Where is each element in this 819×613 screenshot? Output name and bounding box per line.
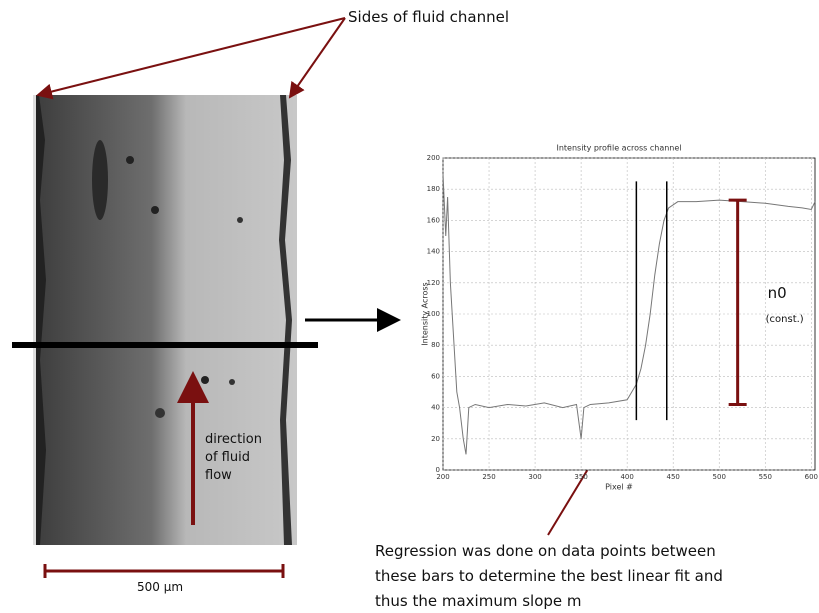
annotation: thus the maximum slope m [375, 592, 582, 610]
x-tick-label: 200 [436, 473, 449, 481]
n0-label: n0 [768, 284, 787, 302]
annotation: flow [205, 468, 232, 483]
x-tick-label: 300 [528, 473, 541, 481]
scale-label: 500 μm [137, 580, 183, 594]
chart-title: Intensity profile across channel [556, 144, 681, 153]
y-tick-label: 20 [431, 435, 440, 443]
n0-note: (const.) [766, 314, 804, 325]
y-tick-label: 180 [427, 185, 440, 193]
y-tick-label: 60 [431, 372, 440, 380]
x-tick-label: 550 [759, 473, 772, 481]
annotation: direction [205, 432, 262, 447]
data-line [442, 173, 816, 455]
chart: 0 20 40 60 80 100 120 140 160 180 200 200 250 300 350 4… [421, 144, 819, 492]
y-tick-label: 80 [431, 341, 440, 349]
scale-bar [43, 564, 285, 578]
annotation: Sides of fluid channel [348, 8, 509, 26]
x-tick-label: 250 [482, 473, 495, 481]
micrograph [33, 95, 297, 545]
y-tick-label: 160 [427, 216, 440, 224]
y-tick-label: 200 [427, 154, 440, 162]
y-tick-label: 0 [436, 466, 440, 474]
annotation: Regression was done on data points betwe… [375, 542, 716, 560]
pointer [288, 17, 346, 99]
y-tick-label: 120 [427, 279, 440, 287]
x-tick-label: 400 [620, 473, 633, 481]
annotation: of fluid [205, 450, 250, 465]
y-tick-label: 140 [427, 248, 440, 256]
annotation: these bars to determine the best linear … [375, 567, 723, 585]
x-tick-label: 500 [713, 473, 726, 481]
x-axis-label: Pixel # [605, 483, 633, 492]
x-tick-label: 450 [667, 473, 680, 481]
x-tick-label: 600 [805, 473, 818, 481]
pointer [36, 17, 346, 100]
y-axis-label: Intensity Across [421, 282, 430, 345]
y-tick-label: 100 [427, 310, 440, 318]
x-tick-label: 350 [574, 473, 587, 481]
y-tick-label: 40 [431, 404, 440, 412]
